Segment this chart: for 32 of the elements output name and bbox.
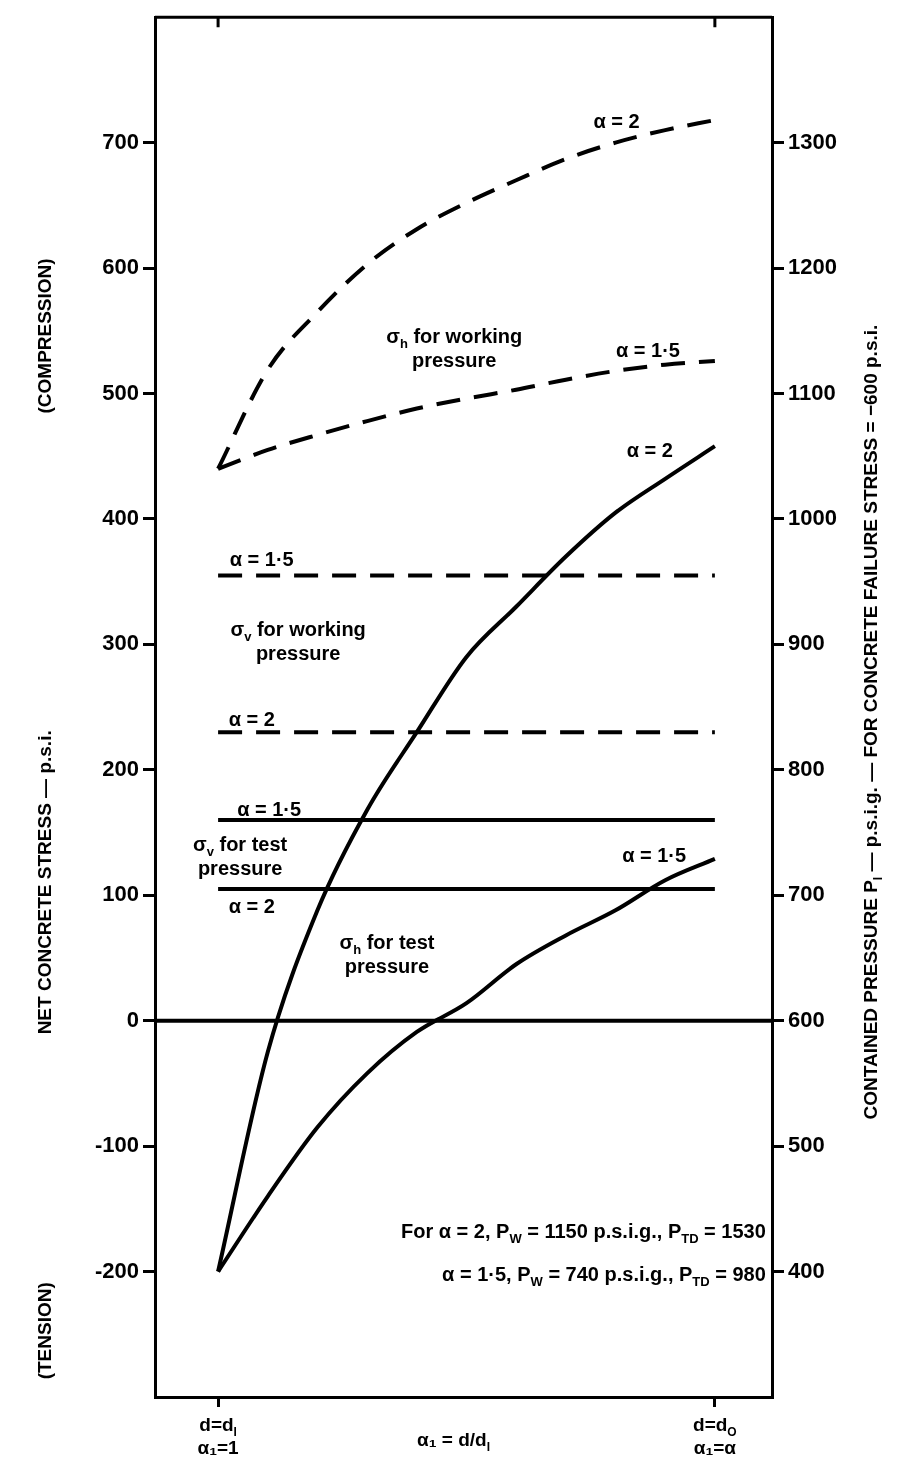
y-tick-label: 0	[126, 1006, 139, 1032]
y2-tick-label: 500	[788, 1132, 825, 1158]
y2-tick-label: 1100	[788, 379, 836, 405]
y2-tick-label: 400	[788, 1257, 825, 1283]
annotation: α = 1·5	[237, 798, 302, 821]
y-tick-label: 500	[102, 379, 139, 405]
y2-tick-label: 1300	[788, 128, 837, 154]
y-axis-title: NET CONCRETE STRESS — p.s.i.	[34, 730, 56, 1035]
y-tick-label: 700	[102, 128, 139, 154]
annotation: α = 1·5	[622, 843, 687, 866]
y-tick-label: -200	[94, 1257, 139, 1283]
annotation: α = 1·5	[615, 338, 680, 361]
y-tick-label: 400	[102, 505, 139, 531]
y2-tick-label: 1200	[788, 254, 837, 280]
y-tick-label: 600	[102, 254, 139, 280]
annotation: α = 1·5	[229, 548, 294, 571]
y2-tick-label: 900	[788, 630, 825, 656]
y2-tick-label: 600	[788, 1006, 825, 1032]
y2-tick-label: 1000	[788, 505, 837, 531]
annotation: α = 2	[228, 708, 275, 731]
y-tick-label: 100	[102, 881, 139, 907]
y2-tick-label: 800	[788, 755, 825, 781]
y2-tick-label: 700	[788, 881, 825, 907]
y2-axis-title: CONTAINED PRESSURE PI — p.s.i.g. — FOR CONCRETE FAILURE STRESS = −600 p.s.i.	[860, 324, 885, 1120]
text: (TENSION)	[34, 1282, 56, 1380]
annotation: α = 2	[228, 894, 275, 917]
y-tick-label: 300	[102, 630, 139, 656]
annotation: α = 2	[593, 109, 640, 132]
y-tick-label: 200	[102, 755, 139, 781]
annotation: α = 2	[626, 439, 673, 462]
text: (COMPRESSION)	[34, 258, 56, 414]
y-tick-label: -100	[94, 1132, 139, 1158]
